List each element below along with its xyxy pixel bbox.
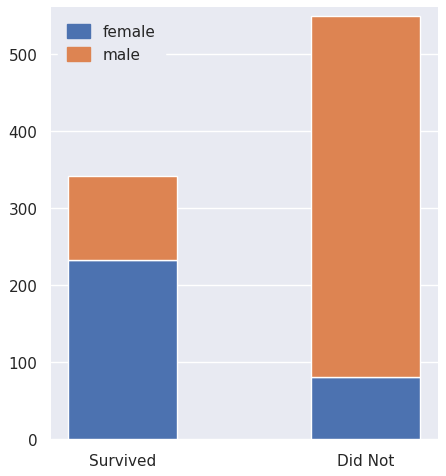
Legend: female, male: female, male (58, 16, 165, 72)
Bar (311, 377, 420, 439)
Bar (311, 17, 420, 377)
Bar (68, 260, 178, 439)
Bar (68, 176, 178, 260)
